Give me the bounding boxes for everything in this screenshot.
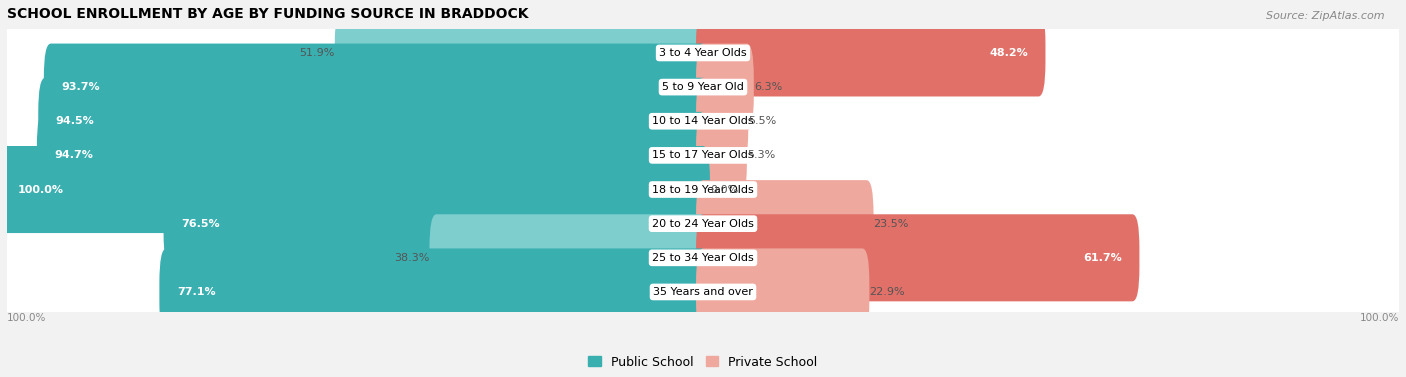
FancyBboxPatch shape xyxy=(3,0,1403,137)
FancyBboxPatch shape xyxy=(335,9,710,97)
Text: 5.3%: 5.3% xyxy=(747,150,775,160)
Text: 3 to 4 Year Olds: 3 to 4 Year Olds xyxy=(659,48,747,58)
Text: 51.9%: 51.9% xyxy=(299,48,335,58)
Text: 15 to 17 Year Olds: 15 to 17 Year Olds xyxy=(652,150,754,160)
FancyBboxPatch shape xyxy=(696,78,748,165)
FancyBboxPatch shape xyxy=(696,248,869,336)
Text: 77.1%: 77.1% xyxy=(177,287,215,297)
Text: 25 to 34 Year Olds: 25 to 34 Year Olds xyxy=(652,253,754,263)
Text: 100.0%: 100.0% xyxy=(17,184,63,195)
FancyBboxPatch shape xyxy=(163,180,710,267)
Text: 20 to 24 Year Olds: 20 to 24 Year Olds xyxy=(652,219,754,229)
Text: 61.7%: 61.7% xyxy=(1083,253,1122,263)
Text: Source: ZipAtlas.com: Source: ZipAtlas.com xyxy=(1267,11,1385,21)
Text: 0.0%: 0.0% xyxy=(710,184,738,195)
Text: 94.5%: 94.5% xyxy=(56,116,94,126)
Text: 23.5%: 23.5% xyxy=(873,219,908,229)
FancyBboxPatch shape xyxy=(38,78,710,165)
FancyBboxPatch shape xyxy=(37,112,710,199)
Text: 48.2%: 48.2% xyxy=(990,48,1028,58)
FancyBboxPatch shape xyxy=(696,112,747,199)
FancyBboxPatch shape xyxy=(3,3,1403,171)
Text: 35 Years and over: 35 Years and over xyxy=(652,287,754,297)
FancyBboxPatch shape xyxy=(3,174,1403,342)
FancyBboxPatch shape xyxy=(3,72,1403,239)
FancyBboxPatch shape xyxy=(696,9,1046,97)
Text: 100.0%: 100.0% xyxy=(1360,313,1399,323)
Text: 5 to 9 Year Old: 5 to 9 Year Old xyxy=(662,82,744,92)
FancyBboxPatch shape xyxy=(3,140,1403,308)
FancyBboxPatch shape xyxy=(159,248,710,336)
Legend: Public School, Private School: Public School, Private School xyxy=(588,356,818,369)
Text: 6.3%: 6.3% xyxy=(754,82,782,92)
FancyBboxPatch shape xyxy=(44,44,710,131)
FancyBboxPatch shape xyxy=(3,37,1403,205)
FancyBboxPatch shape xyxy=(696,214,1139,301)
Text: 38.3%: 38.3% xyxy=(394,253,429,263)
FancyBboxPatch shape xyxy=(696,44,754,131)
FancyBboxPatch shape xyxy=(696,180,873,267)
Text: 22.9%: 22.9% xyxy=(869,287,905,297)
Text: 76.5%: 76.5% xyxy=(181,219,219,229)
Text: 93.7%: 93.7% xyxy=(62,82,100,92)
FancyBboxPatch shape xyxy=(3,208,1403,376)
Text: 10 to 14 Year Olds: 10 to 14 Year Olds xyxy=(652,116,754,126)
FancyBboxPatch shape xyxy=(429,214,710,301)
Text: SCHOOL ENROLLMENT BY AGE BY FUNDING SOURCE IN BRADDOCK: SCHOOL ENROLLMENT BY AGE BY FUNDING SOUR… xyxy=(7,7,529,21)
Text: 5.5%: 5.5% xyxy=(748,116,776,126)
Text: 94.7%: 94.7% xyxy=(55,150,93,160)
FancyBboxPatch shape xyxy=(3,106,1403,273)
Text: 100.0%: 100.0% xyxy=(7,313,46,323)
FancyBboxPatch shape xyxy=(0,146,710,233)
Text: 18 to 19 Year Olds: 18 to 19 Year Olds xyxy=(652,184,754,195)
